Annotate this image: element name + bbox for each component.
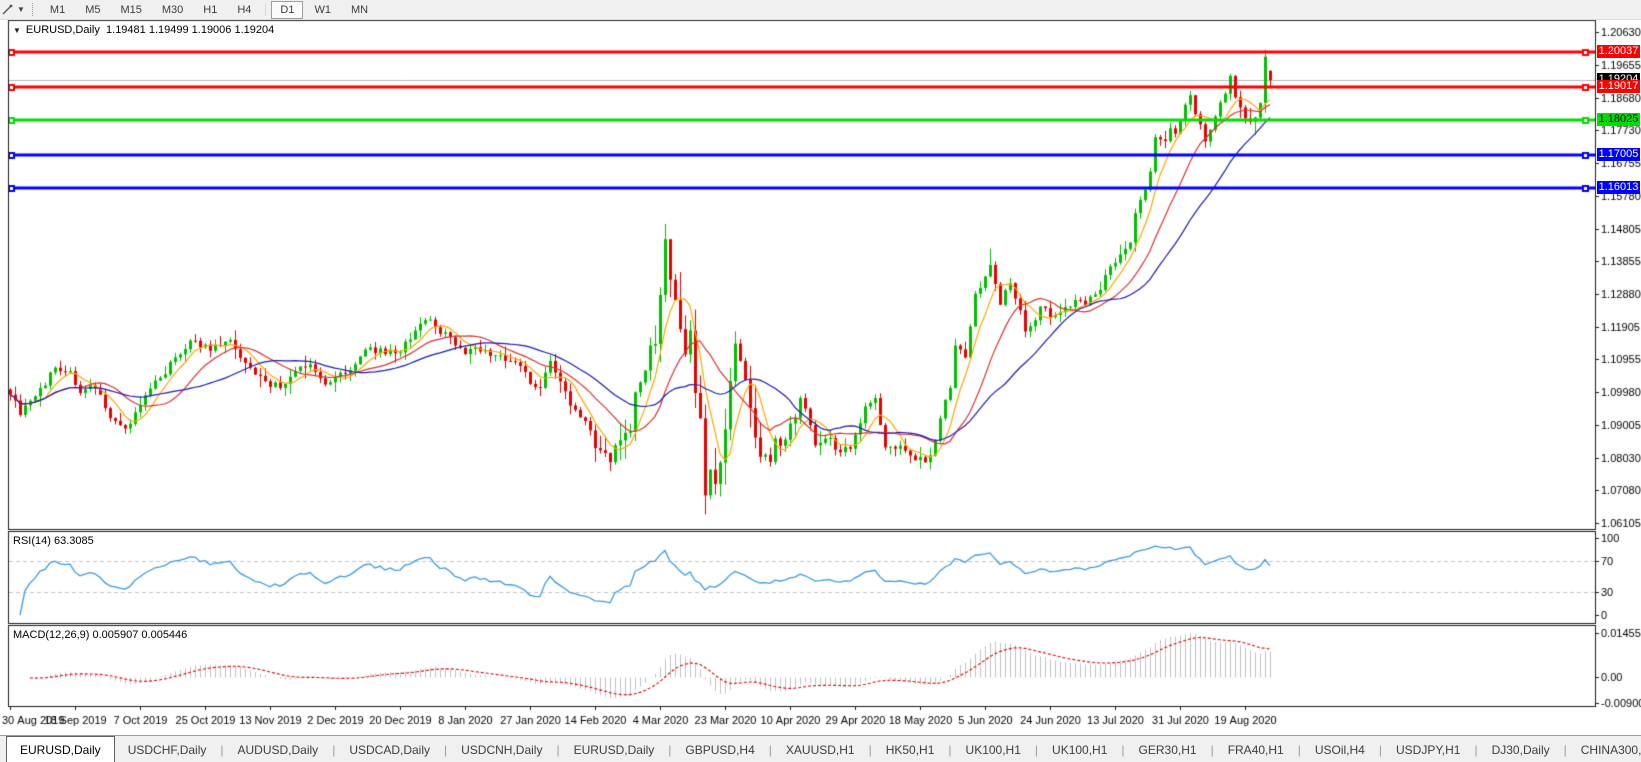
chart-tab-AUDUSD-Daily[interactable]: AUDUSD,Daily xyxy=(237,742,319,757)
chart-tab-EURUSD-Daily[interactable]: EURUSD,Daily xyxy=(6,736,115,762)
level-price-badge: 1.16013 xyxy=(1597,181,1640,194)
chart-title-symbol: EURUSD,Daily xyxy=(25,24,100,36)
tab-separator: | xyxy=(948,742,952,757)
timeframe-button-MN[interactable]: MN xyxy=(350,3,369,16)
timeframe-button-H4[interactable]: H4 xyxy=(237,3,252,16)
timeframe-button-M30[interactable]: M30 xyxy=(161,3,184,16)
chart-tab-UK100-H1[interactable]: UK100,H1 xyxy=(965,742,1021,757)
toolbar-separator xyxy=(265,3,267,16)
chart-tab-CHINA300-H1[interactable]: CHINA300,H1 xyxy=(1580,742,1641,757)
toolbar-dropdown-icon[interactable]: ▼ xyxy=(17,5,25,14)
chart-tab-GER30-H1[interactable]: GER30,H1 xyxy=(1138,742,1197,757)
macd-indicator-label: MACD(12,26,9) 0.005907 0.005446 xyxy=(13,629,188,641)
tab-separator: | xyxy=(768,742,772,757)
tab-separator: | xyxy=(1297,742,1301,757)
tab-separator: | xyxy=(1034,742,1039,757)
chart-tab-FRA40-H1[interactable]: FRA40,H1 xyxy=(1227,742,1284,757)
timeframe-button-M1[interactable]: M1 xyxy=(49,3,66,16)
chart-tab-USDJPY-H1[interactable]: USDJPY,H1 xyxy=(1395,742,1461,757)
chart-tab-bar: EURUSD,Daily USDCHF,Daily | AUDUSD,Daily | US… xyxy=(0,735,1641,762)
tab-separator: | xyxy=(220,742,224,757)
chart-title-ohlc: 1.19481 1.19499 1.19006 1.19204 xyxy=(106,24,275,36)
chart-tab-USOil-H4[interactable]: USOil,H4 xyxy=(1314,742,1365,757)
timeframe-toolbar: ▼ M1 M5 M15 M30 H1 H4 D1 W1 MN xyxy=(0,0,1641,20)
chart-title: ▼ EURUSD,Daily 1.19481 1.19499 1.19006 1.… xyxy=(13,24,274,36)
timeframe-button-H1[interactable]: H1 xyxy=(203,3,218,16)
chart-tab-UK100-H1[interactable]: UK100,H1 xyxy=(1052,742,1108,757)
timeframe-button-M5[interactable]: M5 xyxy=(85,3,101,16)
level-price-badge: 1.19017 xyxy=(1597,80,1640,93)
tab-separator: | xyxy=(1563,742,1567,757)
rsi-indicator-label: RSI(14) 63.3085 xyxy=(13,535,94,547)
level-price-badge: 1.18025 xyxy=(1597,113,1640,126)
chart-tab-GBPUSD-H4[interactable]: GBPUSD,H4 xyxy=(685,742,755,757)
chart-tab-USDCHF-Daily[interactable]: USDCHF,Daily xyxy=(127,742,207,757)
tab-separator: | xyxy=(556,742,560,757)
line-tool-icon[interactable] xyxy=(0,3,16,16)
chart-tab-EURUSD-Daily[interactable]: EURUSD,Daily xyxy=(573,742,655,757)
tab-separator: | xyxy=(1378,742,1382,757)
timeframe-button-D1[interactable]: D1 xyxy=(271,0,304,19)
level-price-badge: 1.17005 xyxy=(1597,148,1640,161)
tab-separator: | xyxy=(444,742,448,757)
tab-separator: | xyxy=(1210,742,1214,757)
tab-separator: | xyxy=(1121,742,1125,757)
chart-tab-XAUUSD-H1[interactable]: XAUUSD,H1 xyxy=(785,742,855,757)
timeframe-button-M15[interactable]: M15 xyxy=(120,3,142,16)
tab-separator: | xyxy=(332,742,336,757)
chart-tab-DJ30-Daily[interactable]: DJ30,Daily xyxy=(1491,742,1550,757)
chart-tab-USDCAD-Daily[interactable]: USDCAD,Daily xyxy=(349,742,430,757)
chevron-down-icon[interactable]: ▼ xyxy=(13,26,21,35)
toolbar-grip xyxy=(31,3,33,16)
timeframe-button-W1[interactable]: W1 xyxy=(314,3,331,16)
tab-separator: | xyxy=(868,742,872,757)
chart-tab-HK50-H1[interactable]: HK50,H1 xyxy=(885,742,935,757)
tab-separator: | xyxy=(1474,742,1478,757)
chart-tab-USDCNH-Daily[interactable]: USDCNH,Daily xyxy=(461,742,543,757)
level-price-badge: 1.20037 xyxy=(1597,45,1640,58)
tab-separator: | xyxy=(668,742,672,757)
